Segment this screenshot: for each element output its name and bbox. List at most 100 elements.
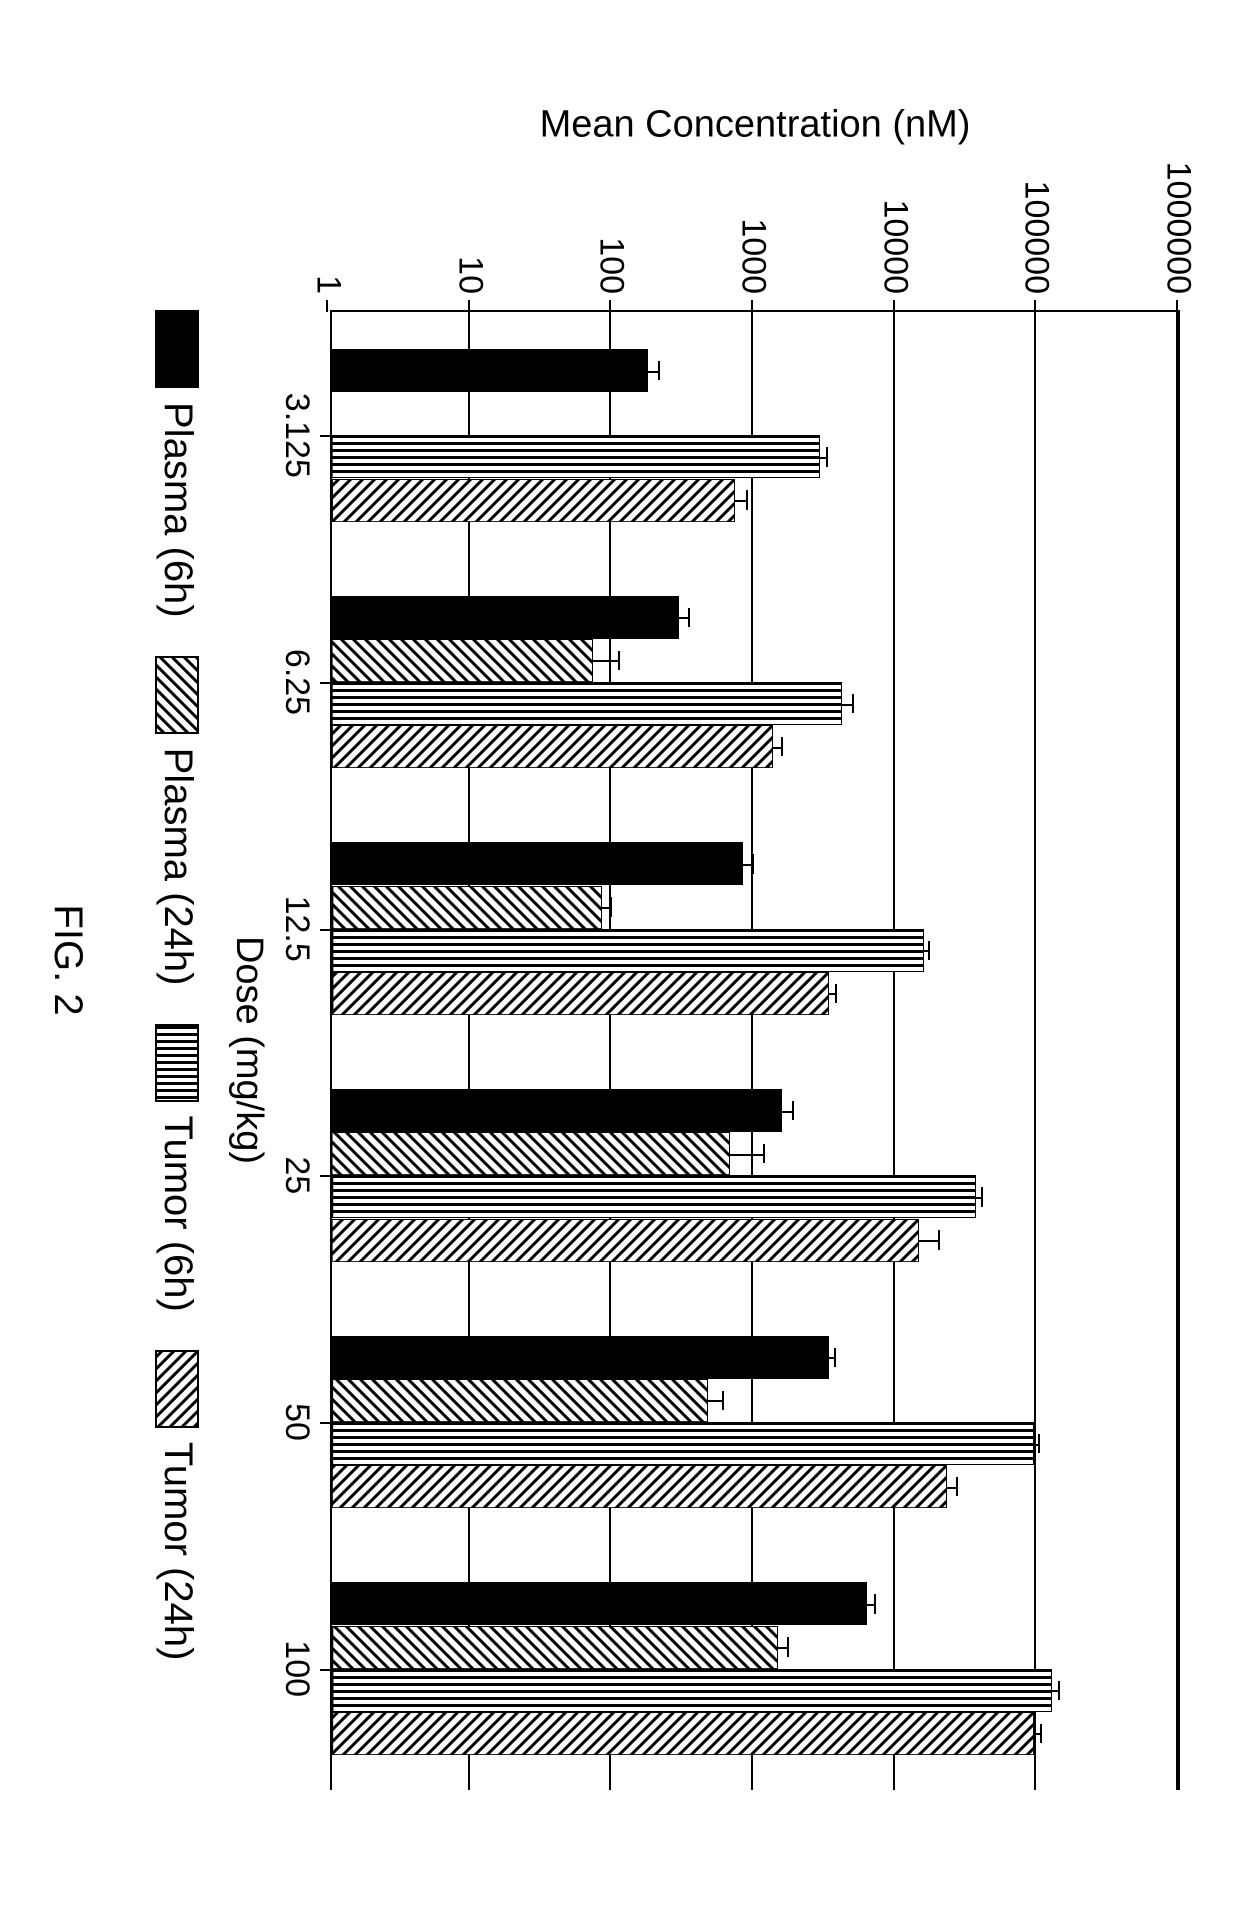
error-bar <box>947 1487 956 1489</box>
error-cap <box>752 854 754 873</box>
bar <box>332 886 602 929</box>
x-tick-label: 6.25 <box>277 649 332 715</box>
error-bar <box>867 1604 874 1606</box>
error-cap <box>1058 1681 1060 1700</box>
y-tick-label: 10 <box>450 256 489 312</box>
page: 1 10 100 1000 10000 100000 1000000 3.125 6.25 12.… <box>0 0 1240 1921</box>
gridline <box>609 312 611 1790</box>
legend-item: Plasma (6h) <box>155 310 200 618</box>
legend-label: Plasma (24h) <box>155 748 200 986</box>
bar <box>332 1379 708 1422</box>
gridline <box>893 312 895 1790</box>
error-bar <box>773 747 781 749</box>
error-cap <box>618 651 620 670</box>
bar <box>332 1219 919 1262</box>
x-tick-label: 3.125 <box>277 393 332 478</box>
bar <box>332 639 593 682</box>
x-axis-title: Dose (mg/kg) <box>227 936 270 1164</box>
bar <box>332 435 820 478</box>
error-cap <box>835 984 837 1003</box>
x-tick-label: 50 <box>277 1403 332 1441</box>
bar <box>332 1175 976 1218</box>
bar <box>332 1712 1034 1755</box>
bar <box>332 1669 1052 1712</box>
error-cap <box>834 1348 836 1367</box>
bar <box>332 1626 778 1669</box>
legend-label: Tumor (6h) <box>155 1116 200 1312</box>
bar <box>332 1582 867 1625</box>
y-axis-title: Mean Concentration (nM) <box>540 104 971 147</box>
error-bar <box>1034 1733 1040 1735</box>
legend-swatch <box>156 1024 200 1102</box>
legend-swatch <box>156 1350 200 1428</box>
error-cap <box>826 447 828 466</box>
legend-item: Tumor (6h) <box>155 1024 200 1312</box>
error-cap <box>956 1477 958 1496</box>
bar <box>332 1089 782 1132</box>
error-cap <box>658 361 660 380</box>
y-tick-label: 1 <box>309 275 348 312</box>
y-tick-label: 1000 <box>734 218 773 312</box>
legend-item: Tumor (24h) <box>155 1350 200 1661</box>
bar <box>332 1336 829 1379</box>
gridline <box>751 312 753 1790</box>
landscape-rotator: 1 10 100 1000 10000 100000 1000000 3.125 6.25 12.… <box>0 0 1240 1921</box>
legend-swatch <box>156 656 200 734</box>
error-bar <box>778 1647 787 1649</box>
legend-swatch <box>156 310 200 388</box>
error-bar <box>708 1400 723 1402</box>
legend: Plasma (6h) Plasma (24h) Tumor (6h) Tumor (… <box>155 310 200 1660</box>
bar <box>332 1465 947 1508</box>
figure-caption: FIG. 2 <box>45 904 90 1015</box>
bar <box>332 725 773 768</box>
y-tick-label: 10000 <box>875 199 914 312</box>
error-bar <box>730 1154 762 1156</box>
error-bar <box>679 617 688 619</box>
error-bar <box>743 864 752 866</box>
error-bar <box>782 1111 792 1113</box>
bar <box>332 929 924 972</box>
error-cap <box>792 1101 794 1120</box>
error-cap <box>787 1637 789 1656</box>
error-bar <box>648 371 658 373</box>
error-cap <box>781 737 783 756</box>
legend-label: Tumor (24h) <box>155 1442 200 1661</box>
error-cap <box>763 1144 765 1163</box>
error-cap <box>874 1594 876 1613</box>
error-bar <box>842 704 852 706</box>
x-tick-label: 25 <box>277 1156 332 1194</box>
bar <box>332 1132 730 1175</box>
error-cap <box>722 1391 724 1410</box>
y-tick-label: 100 <box>592 237 631 312</box>
error-bar <box>735 500 745 502</box>
bar <box>332 1422 1034 1465</box>
gridline <box>1176 312 1178 1790</box>
bar <box>332 842 743 885</box>
error-cap <box>746 490 748 509</box>
gridline <box>468 312 470 1790</box>
error-cap <box>928 941 930 960</box>
error-cap <box>938 1230 940 1249</box>
error-cap <box>688 608 690 627</box>
error-cap <box>1040 1724 1042 1743</box>
x-tick-label: 100 <box>277 1640 332 1697</box>
legend-label: Plasma (6h) <box>155 402 200 618</box>
error-cap <box>1038 1434 1040 1453</box>
error-cap <box>981 1187 983 1206</box>
gridline <box>1034 312 1036 1790</box>
y-tick-label: 100000 <box>1017 181 1056 312</box>
bar <box>332 682 842 725</box>
plot-area: 11010010001000010000010000003.1256.2512.… <box>330 310 1180 1790</box>
bar <box>332 479 735 522</box>
legend-item: Plasma (24h) <box>155 656 200 986</box>
error-cap <box>610 897 612 916</box>
y-tick-label: 1000000 <box>1159 162 1198 312</box>
bar <box>332 349 648 392</box>
bar <box>332 972 829 1015</box>
error-bar <box>593 660 618 662</box>
x-tick-label: 12.5 <box>277 896 332 962</box>
error-bar <box>919 1240 938 1242</box>
error-bar <box>602 907 611 909</box>
error-cap <box>852 694 854 713</box>
bar <box>332 596 679 639</box>
